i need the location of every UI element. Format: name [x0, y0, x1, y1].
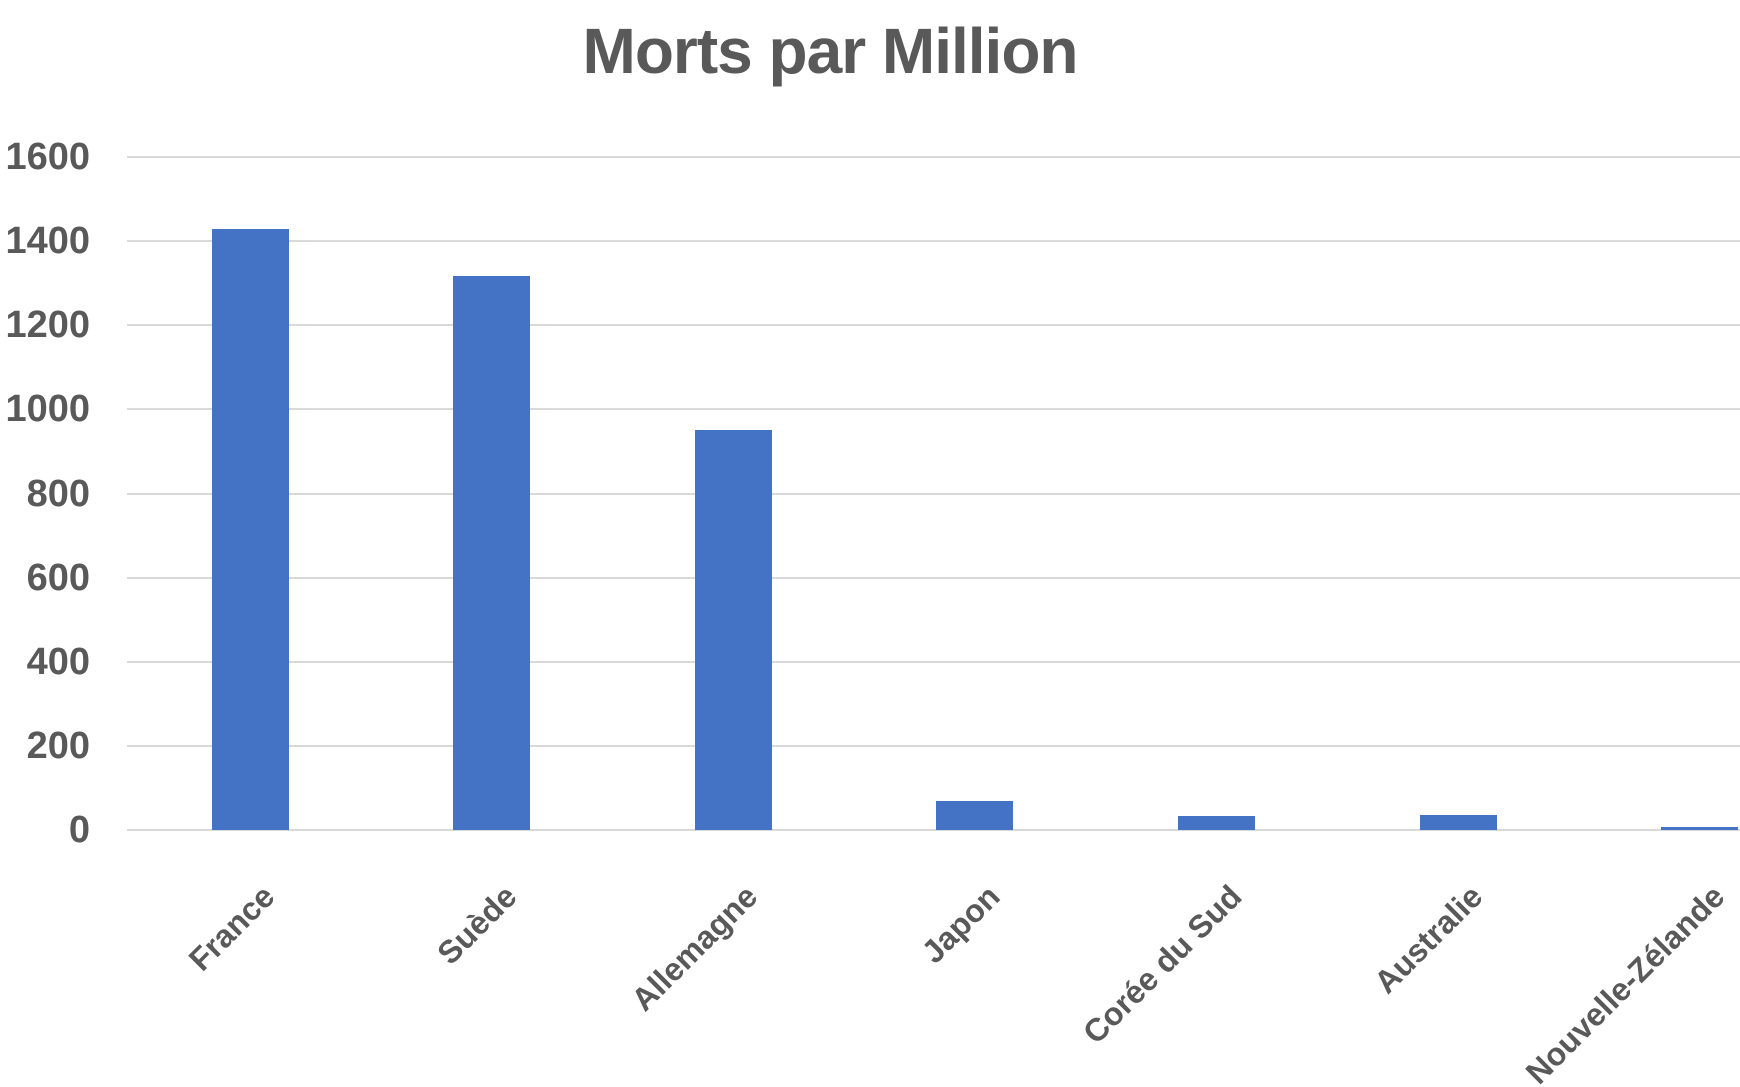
y-axis-tick-label-800: 800 — [26, 472, 90, 515]
chart-title: Morts par Million — [582, 15, 1079, 87]
y-axis-tick-label-600: 600 — [26, 556, 90, 599]
gridline-y-800 — [127, 492, 1740, 495]
bar-coree-du-sud — [1178, 816, 1255, 830]
x-axis-label-france: France — [181, 878, 282, 978]
bar-france — [212, 229, 289, 830]
y-axis-tick-label-400: 400 — [26, 640, 90, 683]
bar-nouvelle-zelande — [1661, 827, 1738, 830]
y-axis-tick-label-0: 0 — [68, 809, 90, 851]
bar-australie — [1420, 815, 1497, 830]
gridline-y-1000 — [127, 408, 1740, 411]
y-axis-tick-label-1200: 1200 — [5, 304, 90, 347]
gridline-y-0 — [127, 829, 1740, 831]
y-axis-tick-label-1600: 1600 — [5, 136, 90, 178]
x-axis-label-coree-du-sud: Corée du Sud — [1075, 878, 1249, 1051]
bar-allemagne — [695, 430, 772, 830]
gridline-y-400 — [127, 660, 1740, 663]
y-axis-tick-label-1400: 1400 — [5, 220, 90, 263]
y-axis-tick-label-200: 200 — [26, 724, 90, 767]
y-axis-tick-label-1000: 1000 — [5, 388, 90, 431]
gridline-y-1200 — [127, 324, 1740, 327]
gridline-y-200 — [127, 744, 1740, 747]
x-axis-label-suede: Suède — [429, 878, 524, 972]
gridline-y-1400 — [127, 240, 1740, 243]
bar-suede — [453, 276, 530, 830]
x-axis-label-nouvelle-zelande: Nouvelle-Zélande — [1518, 878, 1732, 1087]
x-axis-label-allemagne: Allemagne — [624, 878, 765, 1018]
gridline-y-1600 — [127, 156, 1740, 158]
gridline-y-600 — [127, 576, 1740, 579]
bar-japon — [936, 801, 1013, 830]
x-axis-label-australie: Australie — [1367, 878, 1490, 1001]
x-axis-label-japon: Japon — [914, 878, 1007, 971]
